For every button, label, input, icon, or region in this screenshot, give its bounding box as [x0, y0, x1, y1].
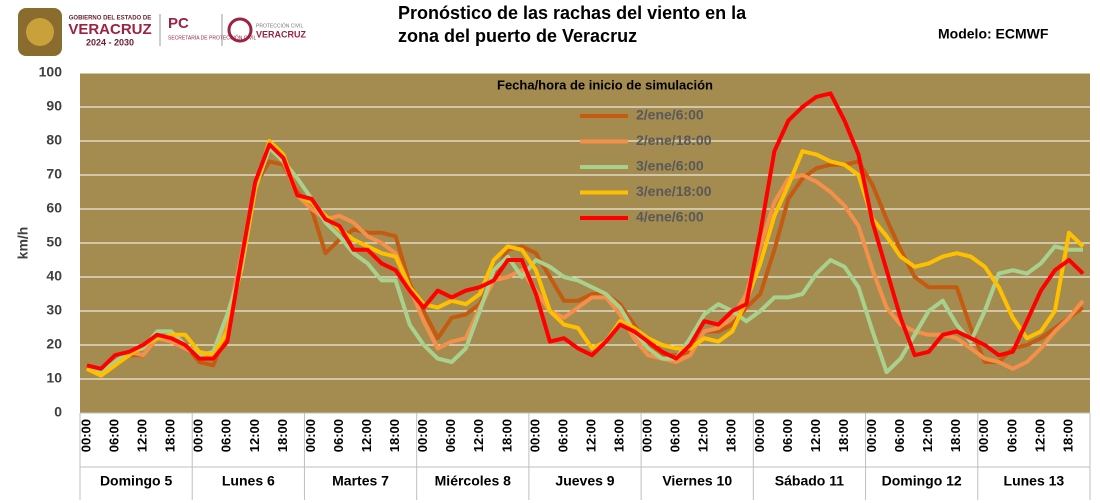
legend-label: 3/ene/18:00 — [636, 183, 712, 199]
x-tick-label: 18:00 — [499, 419, 514, 452]
group-label: Lunes 13 — [1004, 473, 1065, 489]
x-tick-label: 00:00 — [640, 419, 655, 452]
group-label: Domingo 5 — [100, 473, 173, 489]
x-tick-label: 12:00 — [359, 419, 374, 452]
x-tick-label: 06:00 — [107, 419, 122, 452]
series-line — [86, 91, 1085, 371]
x-tick-label: 00:00 — [191, 419, 206, 452]
x-tick-label: 12:00 — [247, 419, 262, 452]
x-tick-label: 06:00 — [892, 419, 907, 452]
x-tick-label: 06:00 — [1004, 419, 1019, 452]
y-tick-label: 90 — [46, 98, 62, 114]
y-tick-label: 10 — [46, 370, 62, 386]
x-tick-label: 18:00 — [387, 419, 402, 452]
group-label: Lunes 6 — [222, 473, 275, 489]
coat-of-arms-inner — [26, 18, 54, 46]
logo-text: VERACRUZ — [256, 29, 307, 39]
chart-title: zona del puerto de Veracruz — [398, 26, 637, 46]
x-tick-label: 12:00 — [471, 419, 486, 452]
logos: GOBIERNO DEL ESTADO DE VERACRUZ 2024 - 2… — [18, 8, 307, 56]
x-tick-label: 12:00 — [135, 419, 150, 452]
x-tick-label: 18:00 — [612, 419, 627, 452]
x-tick-label: 12:00 — [920, 419, 935, 452]
legend-label: 2/ene/6:00 — [636, 107, 704, 123]
x-tick-label: 00:00 — [527, 419, 542, 452]
x-tick-label: 00:00 — [303, 419, 318, 452]
logo-text: GOBIERNO DEL ESTADO DE — [69, 16, 151, 22]
x-tick-label: 18:00 — [948, 419, 963, 452]
logo-text: PROTECCIÓN CIVIL — [256, 22, 303, 29]
y-axis-label: km/h — [15, 227, 31, 260]
x-tick-label: 06:00 — [219, 419, 234, 452]
x-tick-label: 00:00 — [976, 419, 991, 452]
legend-label: 4/ene/6:00 — [636, 209, 704, 225]
logo-text: SECRETARÍA DE PROTECCIÓN CIVIL — [168, 34, 256, 41]
x-tick-label: 06:00 — [443, 419, 458, 452]
x-tick-label: 00:00 — [864, 419, 879, 452]
x-tick-label: 18:00 — [724, 419, 739, 452]
model-note: Modelo: ECMWF — [938, 26, 1049, 42]
y-tick-label: 0 — [54, 404, 62, 420]
x-tick-label: 12:00 — [696, 419, 711, 452]
legend-label: 2/ene/18:00 — [636, 132, 712, 148]
x-tick-label: 12:00 — [808, 419, 823, 452]
x-tick-label: 00:00 — [415, 419, 430, 452]
pc-logo — [227, 17, 253, 43]
group-label: Miércoles 8 — [435, 473, 511, 489]
x-tick-label: 18:00 — [275, 419, 290, 452]
x-tick-label: 12:00 — [1032, 419, 1047, 452]
x-tick-label: 00:00 — [752, 419, 767, 452]
chart-title: Pronóstico de las rachas del viento en l… — [398, 3, 747, 23]
group-label: Jueves 9 — [555, 473, 614, 489]
y-tick-label: 70 — [46, 166, 62, 182]
y-tick-label: 30 — [46, 302, 62, 318]
group-label: Sábado 11 — [775, 473, 844, 489]
logo-text: 2024 - 2030 — [86, 37, 134, 47]
x-tick-label: 06:00 — [668, 419, 683, 452]
group-label: Viernes 10 — [662, 473, 732, 489]
group-label: Domingo 12 — [882, 473, 962, 489]
x-tick-label: 18:00 — [163, 419, 178, 452]
logo-text: PC — [168, 15, 189, 32]
y-tick-label: 40 — [46, 268, 62, 284]
logo-text: VERACRUZ — [68, 21, 151, 38]
group-label: Martes 7 — [332, 473, 389, 489]
x-tick-label: 18:00 — [836, 419, 851, 452]
x-tick-label: 06:00 — [780, 419, 795, 452]
x-tick-label: 12:00 — [583, 419, 598, 452]
y-tick-label: 60 — [46, 200, 62, 216]
x-tick-label: 06:00 — [331, 419, 346, 452]
x-tick-label: 06:00 — [555, 419, 570, 452]
legend-label: 3/ene/6:00 — [636, 158, 704, 174]
y-tick-label: 80 — [46, 132, 62, 148]
y-tick-label: 100 — [39, 64, 63, 80]
legend-title: Fecha/hora de inicio de simulación — [497, 77, 713, 92]
y-tick-label: 50 — [46, 234, 62, 250]
y-tick-label: 20 — [46, 336, 62, 352]
x-tick-label: 18:00 — [1060, 419, 1075, 452]
x-tick-label: 00:00 — [78, 419, 93, 452]
